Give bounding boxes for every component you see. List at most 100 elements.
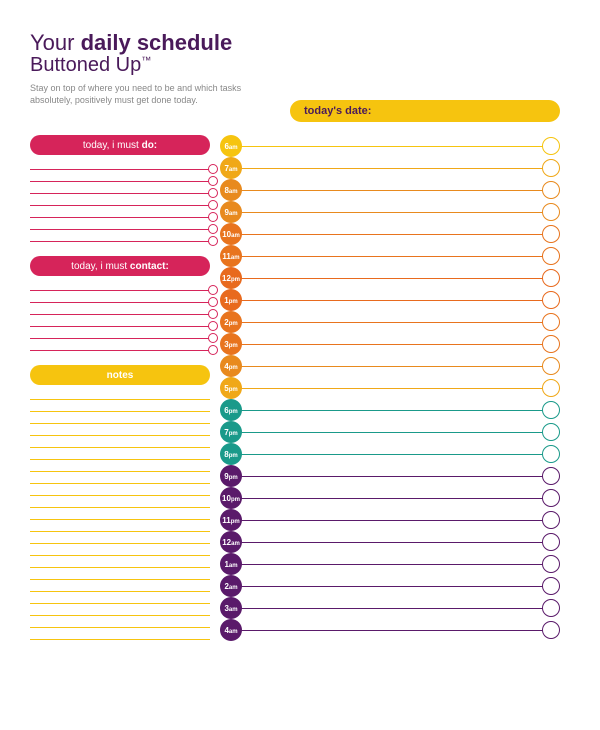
hour-line [240, 168, 544, 169]
hour-bubble: 6pm [220, 399, 242, 421]
hour-row-10pm[interactable]: 10pm [220, 487, 560, 509]
write-line[interactable] [30, 544, 210, 556]
hour-row-7pm[interactable]: 7pm [220, 421, 560, 443]
write-line[interactable] [30, 508, 210, 520]
hour-row-6am[interactable]: 6am [220, 135, 560, 157]
write-line[interactable] [30, 206, 210, 218]
write-line[interactable] [30, 616, 210, 628]
hour-row-11am[interactable]: 11am [220, 245, 560, 267]
write-line[interactable] [30, 412, 210, 424]
write-line[interactable] [30, 279, 210, 291]
hour-row-3am[interactable]: 3am [220, 597, 560, 619]
write-line[interactable] [30, 448, 210, 460]
hour-label: 7am [224, 164, 237, 173]
hour-label: 4pm [224, 362, 237, 371]
hour-end-circle [542, 181, 560, 199]
hour-line [240, 630, 544, 631]
hour-end-circle [542, 357, 560, 375]
hour-row-7am[interactable]: 7am [220, 157, 560, 179]
hour-label: 6am [224, 142, 237, 151]
hour-line [240, 300, 544, 301]
hour-row-2pm[interactable]: 2pm [220, 311, 560, 333]
write-line[interactable] [30, 218, 210, 230]
hour-row-1am[interactable]: 1am [220, 553, 560, 575]
write-line[interactable] [30, 592, 210, 604]
write-line[interactable] [30, 158, 210, 170]
write-line[interactable] [30, 339, 210, 351]
hour-label: 6pm [224, 406, 237, 415]
section-pill-text: today, i must contact: [71, 261, 169, 272]
write-line[interactable] [30, 496, 210, 508]
hour-row-11pm[interactable]: 11pm [220, 509, 560, 531]
write-line[interactable] [30, 472, 210, 484]
lines-block-2 [30, 388, 210, 640]
hour-bubble: 7am [220, 157, 242, 179]
hour-line [240, 366, 544, 367]
hour-end-circle [542, 533, 560, 551]
hour-line [240, 322, 544, 323]
section-pill-1: today, i must contact: [30, 256, 210, 276]
write-line[interactable] [30, 424, 210, 436]
write-line[interactable] [30, 568, 210, 580]
hour-line [240, 432, 544, 433]
trademark: ™ [141, 55, 151, 66]
hour-row-12pm[interactable]: 12pm [220, 267, 560, 289]
hour-end-circle [542, 577, 560, 595]
hour-end-circle [542, 313, 560, 331]
write-line[interactable] [30, 182, 210, 194]
write-line[interactable] [30, 327, 210, 339]
write-line[interactable] [30, 628, 210, 640]
hour-line [240, 212, 544, 213]
hour-row-8pm[interactable]: 8pm [220, 443, 560, 465]
hour-row-3pm[interactable]: 3pm [220, 333, 560, 355]
hour-label: 5pm [224, 384, 237, 393]
hour-bubble: 9pm [220, 465, 242, 487]
hour-line [240, 190, 544, 191]
hour-label: 9pm [224, 472, 237, 481]
write-line[interactable] [30, 170, 210, 182]
write-line[interactable] [30, 400, 210, 412]
write-line[interactable] [30, 388, 210, 400]
hour-row-10am[interactable]: 10am [220, 223, 560, 245]
hour-row-1pm[interactable]: 1pm [220, 289, 560, 311]
hour-line [240, 454, 544, 455]
write-line[interactable] [30, 230, 210, 242]
hour-label: 7pm [224, 428, 237, 437]
hour-row-9am[interactable]: 9am [220, 201, 560, 223]
write-line[interactable] [30, 291, 210, 303]
write-line[interactable] [30, 303, 210, 315]
hour-bubble: 10am [220, 223, 242, 245]
hour-row-9pm[interactable]: 9pm [220, 465, 560, 487]
hour-bubble: 7pm [220, 421, 242, 443]
hour-line [240, 146, 544, 147]
hour-bubble: 8am [220, 179, 242, 201]
write-line[interactable] [30, 436, 210, 448]
hour-row-12am[interactable]: 12am [220, 531, 560, 553]
write-line[interactable] [30, 604, 210, 616]
write-line[interactable] [30, 556, 210, 568]
hour-row-4pm[interactable]: 4pm [220, 355, 560, 377]
lines-block-0 [30, 158, 210, 242]
hour-row-4am[interactable]: 4am [220, 619, 560, 641]
hour-row-6pm[interactable]: 6pm [220, 399, 560, 421]
write-line[interactable] [30, 194, 210, 206]
date-pill[interactable]: today's date: [290, 100, 560, 122]
hour-row-8am[interactable]: 8am [220, 179, 560, 201]
hour-line [240, 344, 544, 345]
hour-row-5pm[interactable]: 5pm [220, 377, 560, 399]
write-line[interactable] [30, 580, 210, 592]
hour-bubble: 11pm [220, 509, 242, 531]
section-pill-text: today, i must do: [83, 140, 157, 151]
write-line[interactable] [30, 532, 210, 544]
hour-end-circle [542, 555, 560, 573]
date-label: today's date: [304, 105, 371, 117]
hour-label: 12pm [222, 274, 240, 283]
write-line[interactable] [30, 520, 210, 532]
hour-label: 4am [224, 626, 237, 635]
hour-line [240, 234, 544, 235]
write-line[interactable] [30, 460, 210, 472]
write-line[interactable] [30, 315, 210, 327]
hour-label: 3pm [224, 340, 237, 349]
write-line[interactable] [30, 484, 210, 496]
hour-row-2am[interactable]: 2am [220, 575, 560, 597]
